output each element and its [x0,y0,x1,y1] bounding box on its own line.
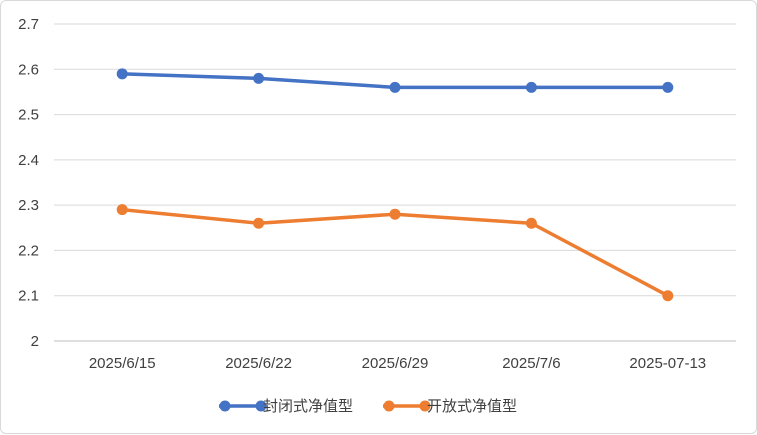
legend-marker [219,400,231,412]
gridlines [54,23,736,342]
legend: 封闭式净值型 开放式净值型 [219,397,517,415]
data-point [389,208,401,220]
data-point [662,290,674,302]
data-point [389,81,401,93]
y-tick-label: 2.3 [18,197,39,214]
y-tick-label: 2.6 [18,61,39,78]
series-layer [116,68,674,302]
y-tick-label: 2.7 [18,16,39,33]
x-tick-label: 2025/7/6 [502,355,560,372]
series-2 [116,204,674,302]
legend-marker [255,400,267,412]
y-tick-label: 2 [31,333,39,350]
legend-marker [419,400,431,412]
legend-item-1: 封闭式净值型 [219,397,353,415]
x-tick-label: 2025-07-13 [629,355,706,372]
data-point [253,217,265,229]
y-tick-label: 2.4 [18,152,39,169]
data-point [525,217,537,229]
x-tick-label: 2025/6/29 [362,355,429,372]
y-tick-label: 2.2 [18,242,39,259]
x-tick-label: 2025/6/22 [225,355,292,372]
y-tick-label: 2.1 [18,288,39,305]
data-point [116,68,128,80]
data-point [662,81,674,93]
x-axis-ticks: 2025/6/15 2025/6/22 2025/6/29 2025/7/6 2025-… [89,355,706,372]
y-axis-ticks: 2 2.1 2.2 2.3 2.4 2.5 2.6 2.7 [18,16,39,350]
series-1 [116,68,674,93]
legend-item-2: 开放式净值型 [383,397,517,415]
data-point [253,72,265,84]
data-point [525,81,537,93]
legend-label: 开放式净值型 [427,397,517,415]
series-line [120,207,670,298]
legend-marker [383,400,395,412]
y-tick-label: 2.5 [18,107,39,124]
legend-label: 封闭式净值型 [263,397,353,415]
x-tick-label: 2025/6/15 [89,355,156,372]
data-point [116,204,128,216]
